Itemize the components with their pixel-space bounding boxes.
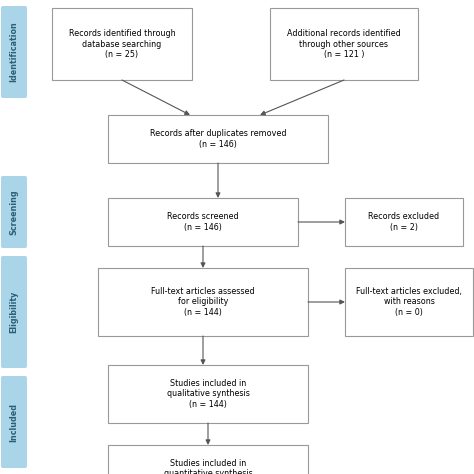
Text: Full-text articles excluded,
with reasons
(n = 0): Full-text articles excluded, with reason…: [356, 287, 462, 317]
Text: Records identified through
database searching
(n = 25): Records identified through database sear…: [69, 29, 175, 59]
FancyBboxPatch shape: [1, 256, 27, 368]
Text: Screening: Screening: [9, 189, 18, 235]
Text: Included: Included: [9, 402, 18, 441]
Text: Studies included in
quantitative synthesis
(meta-analysis)
(n = 144): Studies included in quantitative synthes…: [164, 459, 252, 474]
Bar: [108, 365, 308, 423]
Text: Additional records identified
through other sources
(n = 121 ): Additional records identified through ot…: [287, 29, 401, 59]
Text: Full-text articles assessed
for eligibility
(n = 144): Full-text articles assessed for eligibil…: [151, 287, 255, 317]
Bar: [108, 198, 298, 246]
Bar: [108, 115, 328, 163]
Bar: [345, 198, 463, 246]
Bar: [345, 268, 473, 336]
Bar: [108, 445, 308, 474]
Text: Records excluded
(n = 2): Records excluded (n = 2): [368, 212, 439, 232]
FancyBboxPatch shape: [1, 6, 27, 98]
Bar: [98, 268, 308, 336]
Text: Eligibility: Eligibility: [9, 291, 18, 333]
Text: Records screened
(n = 146): Records screened (n = 146): [167, 212, 239, 232]
Bar: [270, 8, 418, 80]
Text: Identification: Identification: [9, 22, 18, 82]
Bar: [52, 8, 192, 80]
Text: Records after duplicates removed
(n = 146): Records after duplicates removed (n = 14…: [150, 129, 286, 149]
FancyBboxPatch shape: [1, 176, 27, 248]
Text: Studies included in
qualitative synthesis
(n = 144): Studies included in qualitative synthesi…: [166, 379, 249, 409]
FancyBboxPatch shape: [1, 376, 27, 468]
